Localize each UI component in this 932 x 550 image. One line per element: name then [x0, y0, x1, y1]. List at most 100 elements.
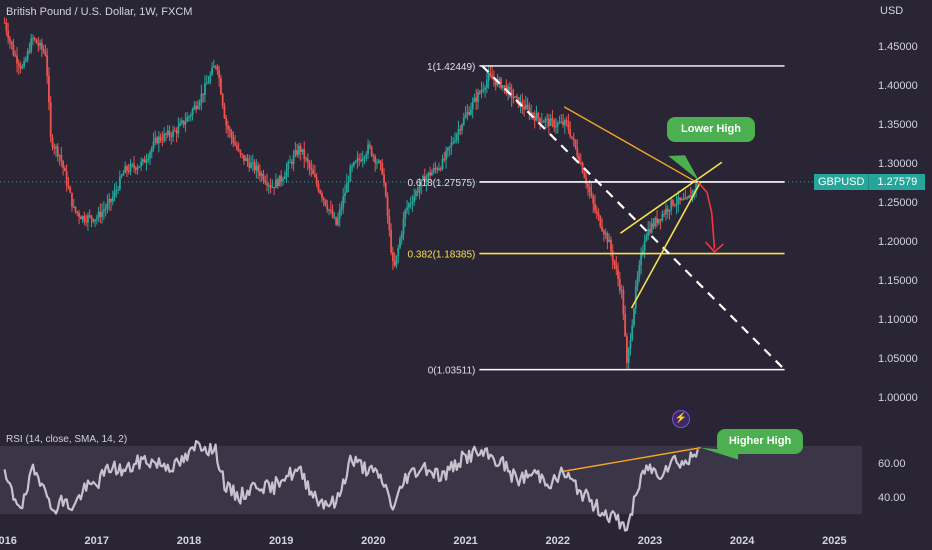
candle-body [455, 134, 458, 141]
candle-body [193, 105, 196, 110]
candle-body [629, 340, 632, 349]
candle-body [259, 171, 261, 176]
candle-body [209, 74, 212, 82]
candle-body [446, 147, 449, 151]
candle-body [161, 140, 164, 142]
candle-body [450, 142, 453, 147]
candle-body [388, 216, 391, 231]
candle-body [574, 139, 577, 148]
candle-body [21, 66, 24, 69]
dashed-trendline[interactable] [481, 65, 786, 371]
candle-body [232, 137, 235, 144]
fib-retracement-layer[interactable]: 1(1.42449) 0.618(1.27575) 0.382(1.18385) 0(… [408, 62, 785, 377]
candle-body [491, 75, 494, 80]
candle-body [269, 185, 272, 188]
candle-body [17, 63, 20, 66]
candle-body [540, 121, 543, 123]
higher-high-callout[interactable]: Higher High [717, 429, 803, 454]
candle-body [594, 203, 596, 211]
candle-body [397, 247, 400, 256]
candle-body [301, 149, 304, 152]
lower-high-callout[interactable]: Lower High [667, 117, 755, 142]
candle-body [218, 70, 221, 79]
rsi-axis[interactable]: 60.00 40.00 [878, 458, 906, 504]
candle-body [108, 199, 111, 203]
candle-body [195, 105, 197, 109]
candle-body [106, 202, 109, 209]
price-axis[interactable]: 1.45000 1.40000 1.35000 1.30000 1.25000 1.200… [878, 41, 918, 404]
candle-body [117, 189, 119, 191]
bearish-projection-arrow[interactable] [697, 181, 716, 249]
candle-body [228, 129, 231, 132]
candle-body [250, 162, 252, 168]
candle-body [361, 158, 364, 162]
candle-body [524, 104, 527, 110]
candle-body [647, 228, 650, 236]
candle-body [624, 314, 627, 337]
candle-body [638, 264, 641, 278]
candle-body [422, 175, 424, 180]
price-tick-label: 1.15000 [878, 275, 918, 287]
candle-body [60, 155, 63, 162]
candle-body [321, 193, 323, 198]
candle-body [124, 166, 127, 173]
lightning-icon[interactable]: ⚡ [672, 410, 690, 428]
candle-body [239, 150, 242, 154]
candle-body [551, 118, 554, 121]
price-tick-label: 1.35000 [878, 119, 918, 131]
candle-body [32, 38, 34, 40]
candle-body [532, 112, 534, 116]
orange-trendline-upper[interactable] [563, 106, 697, 183]
wedge-upper-line[interactable] [619, 161, 723, 234]
candle-body [381, 162, 384, 175]
candle-body [656, 218, 658, 224]
candle-body [313, 174, 316, 177]
wedge-lower-line[interactable] [630, 181, 702, 309]
candle-body [562, 121, 564, 126]
candle-body [246, 158, 249, 162]
drawing-layer[interactable] [481, 65, 786, 473]
candle-body [583, 172, 586, 178]
price-tick-label: 1.45000 [878, 41, 918, 53]
candle-body [471, 101, 474, 110]
candle-body [71, 192, 73, 207]
rsi-divergence-line[interactable] [562, 447, 701, 473]
candle-body [429, 172, 432, 176]
candle-body [76, 211, 79, 213]
candle-body [267, 185, 270, 187]
candle-body [391, 252, 394, 262]
candle-body [28, 51, 31, 53]
candle-body [237, 148, 240, 151]
candle-body [399, 238, 401, 248]
candle-body [133, 164, 135, 168]
candle-body [680, 199, 683, 201]
candle-body [665, 208, 667, 215]
candle-body [645, 235, 648, 242]
rsi-legend[interactable]: RSI (14, close, SMA, 14, 2) [6, 434, 128, 445]
candle-body [430, 172, 433, 176]
candle-body [406, 207, 408, 210]
candle-body [7, 30, 10, 39]
candle-body [315, 176, 318, 184]
candle-body [567, 121, 570, 130]
candle-body [649, 228, 651, 233]
symbol-legend[interactable]: British Pound / U.S. Dollar, 1W, FXCM [6, 6, 193, 18]
time-axis[interactable]: 2016 2017 2018 2019 2020 2021 2022 2023 2024 2025 [0, 535, 847, 547]
candle-body [69, 187, 72, 193]
candle-body [610, 239, 612, 251]
candle-body [326, 205, 329, 210]
candle-body [622, 289, 625, 315]
candle-body [154, 137, 157, 142]
candle-body [170, 135, 173, 137]
candle-body [310, 167, 313, 170]
candle-body [101, 211, 104, 218]
candle-body [131, 164, 134, 166]
candle-body [165, 133, 167, 135]
candle-body [482, 89, 485, 91]
candle-body [654, 218, 657, 227]
candle-body [452, 141, 455, 143]
candle-body [508, 86, 511, 90]
candle-body [145, 160, 148, 163]
candle-body [282, 179, 284, 182]
